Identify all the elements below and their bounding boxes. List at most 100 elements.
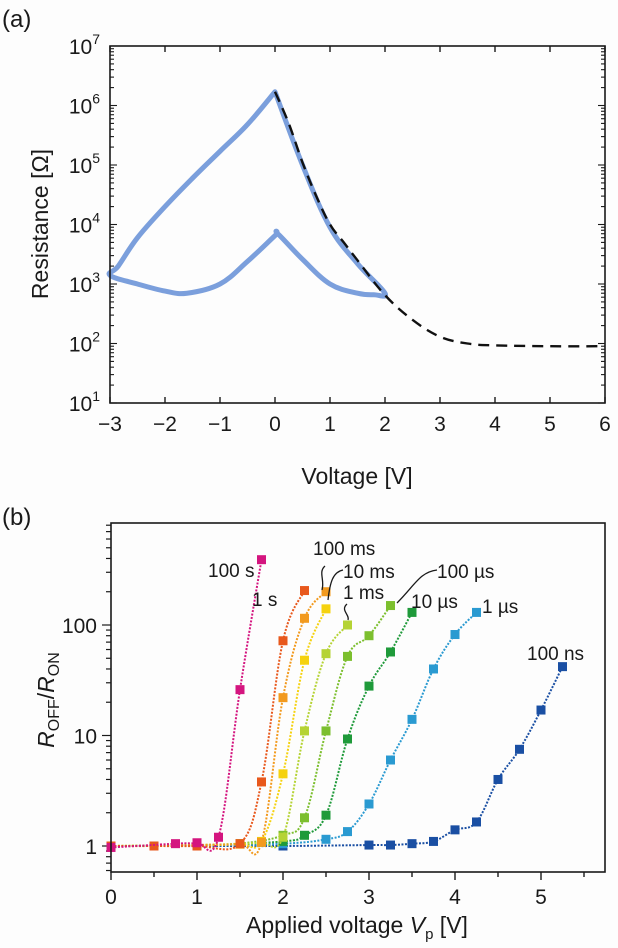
data-point	[278, 693, 288, 703]
x-tick-label: 1	[191, 886, 203, 909]
panel-a: (a) −3 −2 −1 0 1 2 3 4 5 6 101102103104105106107 …	[2, 6, 611, 489]
annotation-label: 1 ms	[343, 583, 384, 604]
data-point	[300, 813, 309, 823]
data-point	[515, 744, 524, 754]
series-line	[110, 559, 263, 852]
y-tick-base: 10	[69, 334, 92, 357]
x-tick-label: −2	[153, 413, 177, 436]
data-point	[429, 664, 438, 674]
y-tick-base: 10	[69, 96, 92, 119]
y-tick-exp: 2	[92, 329, 100, 345]
data-point	[364, 840, 374, 850]
annotation-label: 10 µs	[411, 592, 458, 613]
y-tick-label: 102	[69, 329, 100, 357]
data-point	[321, 834, 331, 844]
x-tick-label: 0	[269, 413, 281, 436]
annotation-label: 1 s	[252, 590, 277, 611]
data-point	[450, 825, 460, 835]
measured-loop-line	[106, 89, 389, 299]
series-1-us	[106, 607, 481, 851]
y-title-s2: ON	[46, 652, 63, 676]
data-point	[171, 839, 180, 849]
data-point	[149, 841, 159, 851]
data-point	[407, 714, 417, 724]
series-100-ms	[106, 587, 331, 856]
y-tick-base: 10	[69, 36, 92, 59]
data-point	[300, 613, 309, 623]
data-point	[472, 607, 481, 617]
x-tick-label: −3	[98, 413, 122, 436]
x-tick-label: 3	[363, 886, 375, 909]
data-point	[321, 604, 331, 614]
y-tick-label: 100	[62, 615, 97, 638]
series-1-s	[106, 586, 309, 851]
x-tick-label: 4	[489, 413, 501, 436]
data-point	[536, 705, 546, 715]
x-tick-label: −1	[208, 413, 232, 436]
data-point	[493, 774, 503, 784]
y-title-slash: /	[33, 692, 59, 699]
x-tick-label: 2	[277, 886, 289, 909]
y-tick-base: 10	[69, 274, 92, 297]
series-10-us	[106, 607, 417, 851]
series-line	[110, 604, 392, 847]
x-title-post: [V]	[433, 912, 468, 938]
panel-b-frame	[110, 522, 606, 873]
annotation-label: 100 s	[208, 561, 254, 582]
panel-b-x-tick-labels: 0 1 2 3 4 5	[105, 886, 547, 909]
data-point	[364, 681, 374, 691]
data-point	[386, 755, 395, 765]
panel-a-label: (a)	[2, 6, 31, 33]
data-point	[192, 838, 202, 848]
annotation-leader-line	[343, 603, 349, 621]
x-tick-label: 3	[434, 413, 446, 436]
y-tick-label: 103	[69, 269, 100, 297]
data-point	[364, 631, 374, 641]
annotation-leader-line	[327, 569, 344, 601]
data-point	[235, 839, 245, 849]
data-point	[386, 601, 395, 611]
data-point	[257, 555, 266, 565]
data-point	[321, 810, 331, 820]
y-tick-exp: 5	[92, 150, 100, 166]
y-tick-label: 105	[69, 150, 100, 178]
annotation-label: 100 ms	[313, 539, 375, 560]
y-tick-label: 10	[74, 726, 97, 749]
panel-a-x-axis-title: Voltage [V]	[301, 463, 412, 489]
data-point	[300, 586, 309, 596]
data-point	[472, 817, 481, 827]
series-line	[110, 611, 478, 847]
y-tick-label: 104	[69, 210, 100, 238]
series-100-s	[106, 555, 266, 852]
y-tick-label: 1	[85, 836, 97, 859]
x-tick-label: 5	[544, 413, 556, 436]
data-point	[343, 620, 352, 630]
panel-a-x-tick-labels: −3 −2 −1 0 1 2 3 4 5 6	[98, 413, 611, 436]
y-tick-exp: 3	[92, 269, 100, 285]
series-10-ms	[106, 604, 331, 851]
series-line	[111, 590, 306, 851]
x-tick-label: 4	[449, 886, 461, 909]
data-point	[300, 830, 309, 840]
y-tick-exp: 4	[92, 210, 100, 226]
x-tick-label: 0	[105, 886, 117, 909]
data-point	[257, 777, 266, 787]
data-point	[407, 839, 417, 849]
annotation-label: 1 µs	[482, 597, 518, 618]
series-line	[110, 611, 413, 848]
y-title-r1: R	[33, 731, 59, 748]
x-tick-label: 2	[379, 413, 391, 436]
data-point	[343, 651, 352, 661]
data-point	[343, 734, 352, 744]
data-point	[278, 832, 288, 842]
y-tick-label: 101	[69, 388, 100, 416]
annotation-leader-line	[396, 569, 438, 604]
data-point	[300, 726, 309, 736]
annotation-label: 10 ms	[343, 562, 395, 583]
panel-b-x-axis-title: Applied voltage Vp [V]	[246, 912, 468, 943]
data-point	[429, 836, 438, 846]
x-tick-label: 5	[535, 886, 547, 909]
data-point	[386, 647, 395, 657]
data-point	[300, 655, 309, 665]
